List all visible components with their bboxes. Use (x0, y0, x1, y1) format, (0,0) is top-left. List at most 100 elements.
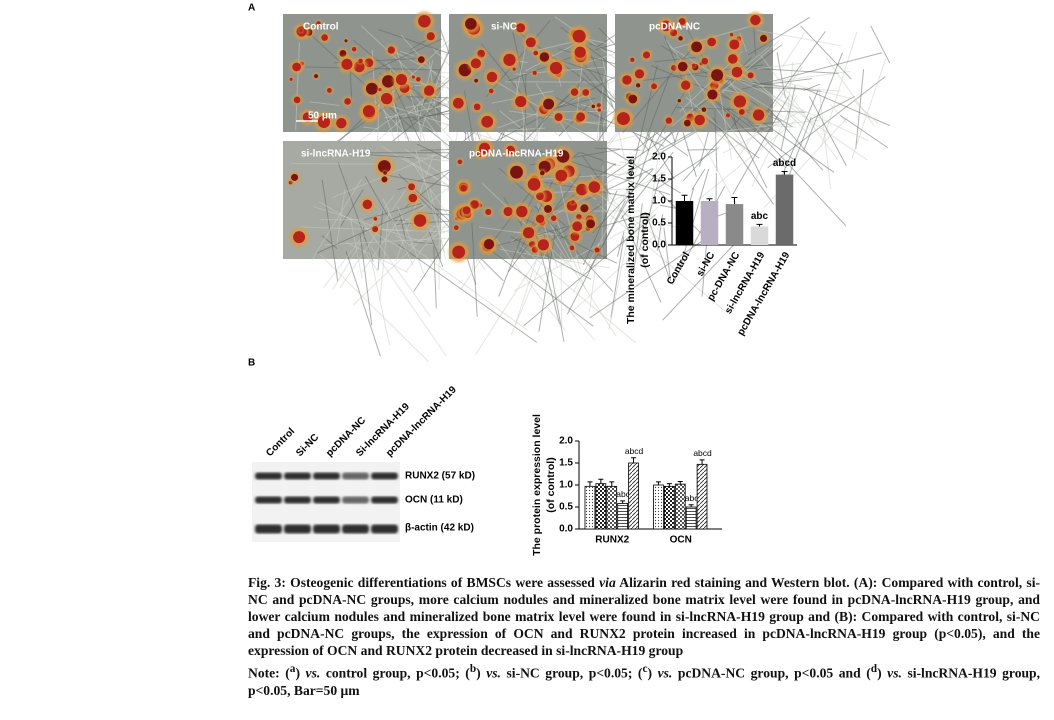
cell (319, 254, 430, 363)
cell (311, 179, 362, 261)
significance-label: abcd (693, 448, 712, 458)
nodule (539, 170, 545, 176)
blot-band (255, 524, 282, 534)
cell (704, 92, 794, 160)
blot-band (313, 524, 340, 534)
cell (620, 151, 674, 219)
cell (349, 217, 363, 279)
nodule (701, 57, 709, 65)
nodule (485, 208, 492, 216)
nodule (470, 200, 479, 209)
bar (725, 204, 744, 245)
nodule (527, 178, 541, 191)
nodule (665, 117, 673, 124)
error-bar (731, 196, 738, 205)
nodule (418, 14, 431, 28)
bar (696, 463, 708, 530)
nodule (651, 83, 658, 90)
cell (400, 50, 415, 57)
nodule (488, 88, 494, 94)
nodule (588, 181, 601, 193)
nodule (426, 32, 435, 41)
caption-part: Alizarin red staining and Western blot. … (248, 575, 1041, 658)
cell (756, 62, 804, 70)
error-bar (781, 171, 788, 175)
lane-label: Si-lncRNA-H19 (354, 401, 412, 459)
nodule (344, 98, 351, 105)
cell (507, 127, 545, 131)
nodule (372, 226, 379, 233)
error-bar (631, 457, 637, 463)
error-bar (609, 481, 615, 487)
cell (610, 236, 625, 318)
nodule (731, 66, 743, 78)
cell (405, 220, 443, 272)
nodule (628, 94, 638, 104)
nodule (711, 69, 724, 82)
nodule (525, 37, 536, 48)
cell (662, 242, 736, 321)
figure: A B Control si-NC pcDNA-NC si-lncRNA-H19 pcD… (248, 3, 891, 556)
nodule (733, 95, 747, 108)
nodule (760, 34, 768, 42)
cell (382, 198, 414, 266)
nodule (458, 63, 472, 77)
micrograph-label: Control (303, 22, 339, 33)
cell (410, 108, 456, 122)
cell (512, 32, 528, 97)
blot-band (313, 472, 340, 480)
cell (803, 83, 821, 92)
nodule (317, 115, 330, 128)
nodule (299, 28, 303, 33)
cell (495, 238, 566, 331)
nodule (462, 206, 471, 215)
cell (433, 245, 437, 309)
bar (775, 174, 794, 245)
nodule (532, 70, 537, 75)
nodule (596, 103, 601, 108)
blot-band (255, 496, 282, 504)
cell (601, 165, 604, 259)
cell (397, 243, 538, 343)
nodule (344, 39, 348, 43)
significance-label: abcd (625, 446, 644, 456)
cell (547, 230, 617, 337)
nodule (395, 74, 407, 86)
cell (808, 96, 847, 167)
nodule (479, 142, 491, 154)
cell (431, 81, 447, 107)
nodule (576, 183, 588, 196)
note-part: control group, p<0.05; ( (320, 665, 470, 681)
bar (606, 485, 618, 530)
nodule (591, 104, 596, 109)
cell (475, 250, 543, 355)
cell (818, 87, 832, 190)
cell (726, 107, 768, 189)
micrograph-label: pcDNA-NC (649, 22, 700, 33)
cell (318, 201, 412, 254)
nodule (291, 173, 299, 181)
cell (379, 207, 390, 302)
y-tick-label: 0.0 (559, 524, 573, 535)
nodule (365, 82, 378, 95)
y-axis-label: The protein expression level (531, 414, 543, 556)
nodule (381, 176, 388, 183)
cell (589, 239, 705, 319)
nodule (383, 171, 387, 175)
bar (664, 485, 675, 530)
cell (767, 76, 886, 169)
cell (361, 220, 431, 317)
nodule (726, 113, 730, 118)
nodule (691, 41, 703, 53)
cell (543, 235, 565, 342)
y-tick-label: 1.0 (559, 480, 573, 491)
nodule (570, 88, 579, 96)
nodule (570, 232, 580, 241)
cell (336, 189, 346, 245)
nodule (691, 63, 696, 68)
cell (321, 235, 338, 249)
y-tick-label: 1.5 (559, 458, 573, 469)
nodule (582, 89, 590, 96)
band-label: β-actin (42 kD) (405, 523, 474, 534)
cell (582, 190, 618, 266)
